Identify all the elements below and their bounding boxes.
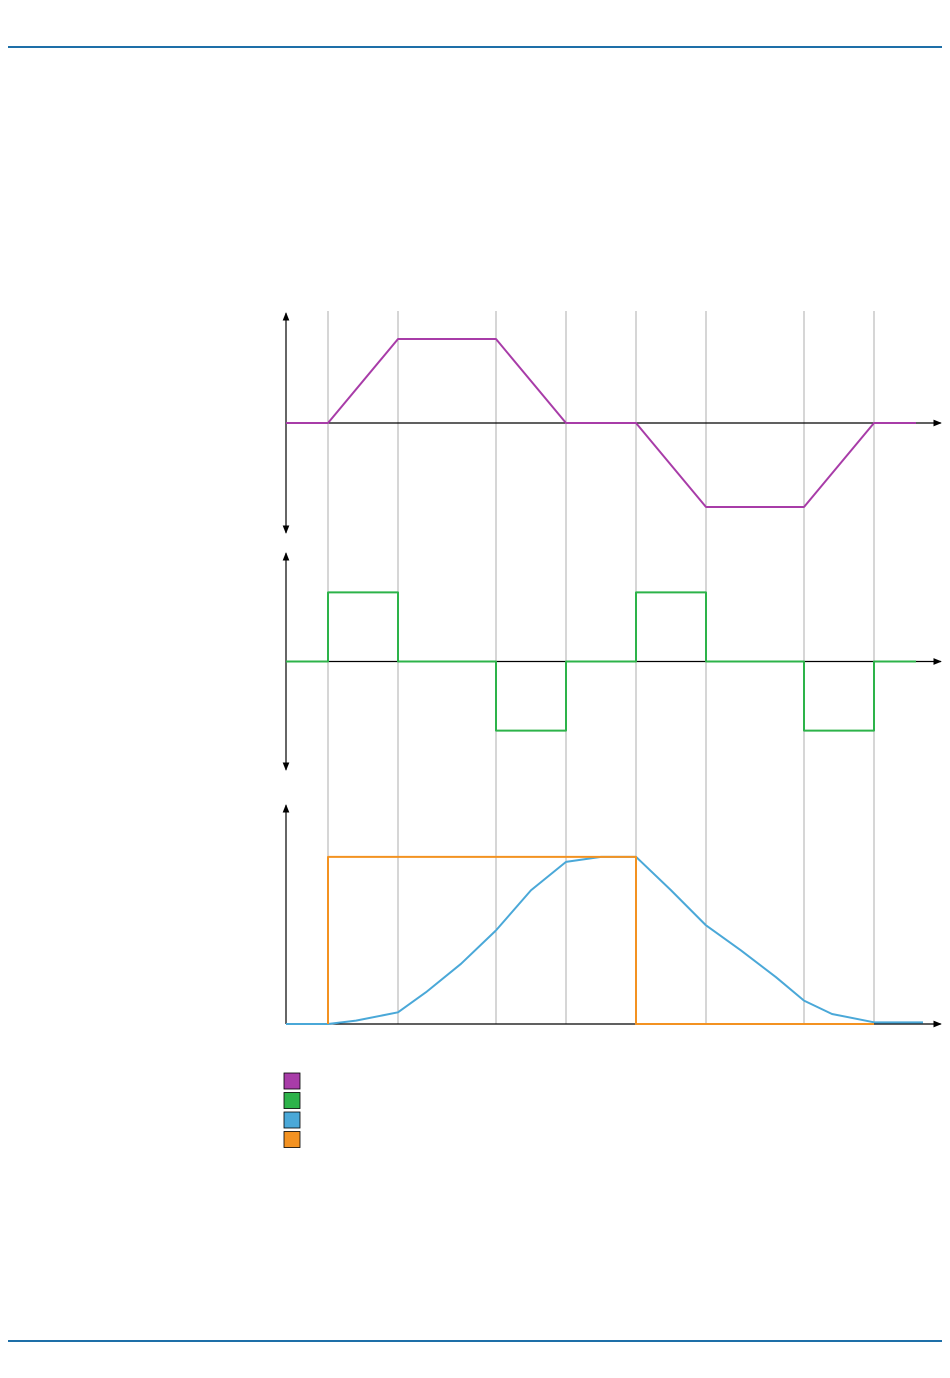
legend-swatch [283,1092,301,1109]
legend-swatch [283,1111,301,1129]
series-line [286,855,923,1025]
series-line [327,855,874,1025]
legend-swatch [283,1072,301,1090]
legend-swatch [283,1131,301,1148]
series-line [286,338,916,508]
series-line [286,591,916,732]
